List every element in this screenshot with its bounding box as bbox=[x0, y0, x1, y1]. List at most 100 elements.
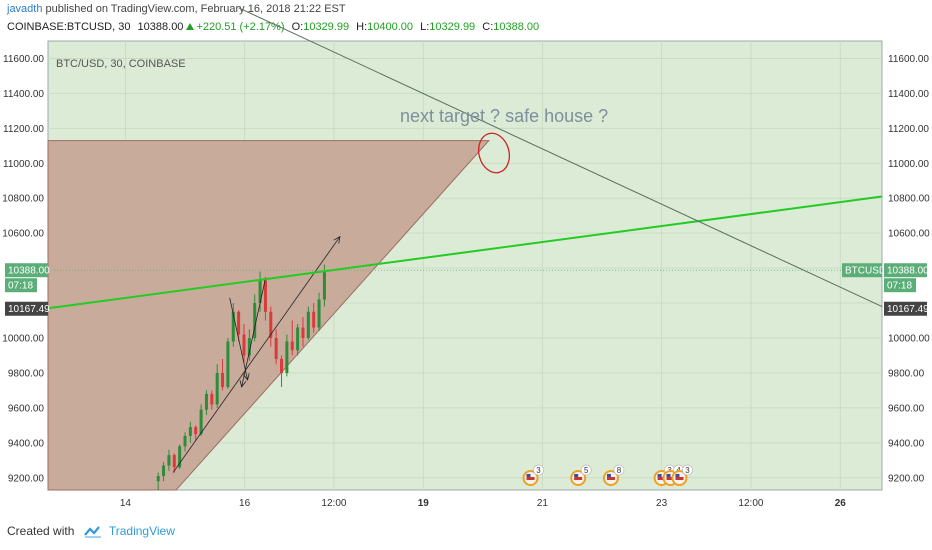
candle-body bbox=[322, 270, 326, 300]
event-count-badge bbox=[613, 464, 625, 476]
y-axis-label-right: 10000.00 bbox=[888, 334, 930, 345]
countdown-label-right: 07:18 bbox=[887, 281, 912, 292]
candle-body bbox=[226, 341, 230, 387]
level-badge-right bbox=[884, 301, 927, 316]
candle-body bbox=[183, 435, 187, 447]
target-circle bbox=[477, 132, 511, 174]
countdown-badge-left bbox=[5, 278, 37, 293]
event-flag-stripe bbox=[526, 477, 535, 480]
tradingview-link[interactable]: TradingView bbox=[108, 524, 175, 538]
event-count-badge bbox=[682, 464, 693, 476]
drawn-arrow bbox=[172, 236, 341, 473]
candle-body bbox=[263, 280, 267, 312]
candle-body bbox=[306, 311, 310, 339]
candle-body bbox=[290, 341, 294, 351]
y-axis-label-right: 9200.00 bbox=[888, 473, 925, 484]
y-axis-label-left: 11000.00 bbox=[3, 159, 44, 170]
candle-body bbox=[210, 393, 214, 405]
last-price-badge-right bbox=[884, 263, 927, 278]
y-axis-label-right: 9800.00 bbox=[888, 368, 925, 379]
high-value: 10400.00 bbox=[367, 21, 414, 33]
last-price-label-right: 10388.00 bbox=[887, 266, 929, 277]
x-axis-label: 23 bbox=[656, 498, 668, 509]
event-flag-stripe bbox=[606, 477, 615, 480]
open-label: O: bbox=[291, 21, 304, 33]
last-price-badge-left bbox=[5, 263, 48, 278]
open-value: 10329.99 bbox=[303, 21, 350, 33]
event-flag-stripe bbox=[666, 477, 675, 480]
high-label: H: bbox=[356, 21, 368, 33]
candle-body bbox=[221, 372, 225, 387]
up-arrow-icon bbox=[186, 23, 195, 30]
candle-body bbox=[301, 327, 305, 339]
candle-body bbox=[204, 393, 208, 410]
annotation-text: next target ? safe house ? bbox=[400, 106, 608, 126]
y-axis-label-right: 11200.00 bbox=[888, 124, 929, 135]
publish-info: javadth published on TradingView.com, Fe… bbox=[7, 3, 346, 15]
candle-body bbox=[312, 311, 316, 328]
low-label: L: bbox=[420, 21, 430, 33]
publish-text: published on TradingView.com, February 1… bbox=[45, 3, 346, 15]
candle-body bbox=[156, 476, 160, 482]
y-axis-label-left: 10600.00 bbox=[2, 229, 44, 240]
drawn-arrow-head bbox=[333, 235, 341, 244]
y-axis-label-left: 9600.00 bbox=[8, 403, 45, 414]
symbol-label-right: BTCUSD bbox=[845, 266, 886, 277]
chart-watermark: BTC/USD, 30, COINBASE bbox=[56, 58, 186, 70]
y-axis-label-right: 11000.00 bbox=[888, 159, 929, 170]
candle-body bbox=[285, 341, 289, 373]
green-trendline bbox=[47, 195, 883, 310]
candle-body bbox=[237, 311, 241, 335]
level-badge-left bbox=[5, 301, 48, 316]
candle-body bbox=[215, 372, 219, 405]
author-link[interactable]: javadth bbox=[7, 3, 43, 15]
y-axis-label-left: 9200.00 bbox=[8, 473, 45, 484]
low-value: 10329.99 bbox=[429, 21, 476, 33]
event-count-badge bbox=[580, 464, 592, 476]
drawn-arrow bbox=[229, 297, 248, 381]
y-axis-label-right: 11400.00 bbox=[888, 89, 929, 100]
candle-body bbox=[194, 427, 198, 435]
y-axis-label-left: 10000.00 bbox=[2, 334, 44, 345]
candle-body bbox=[317, 299, 321, 328]
close-value: 10388.00 bbox=[493, 21, 540, 33]
drawn-arrow-head bbox=[239, 380, 247, 388]
event-flag-stripe bbox=[657, 477, 666, 480]
countdown-badge-right bbox=[884, 278, 916, 293]
symbol-legend: COINBASE:BTCUSD, 30 10388.00 +220.51 (+2.… bbox=[7, 21, 539, 33]
x-axis-label: 19 bbox=[418, 498, 430, 509]
candle-body bbox=[280, 358, 284, 373]
close-label: C: bbox=[482, 21, 494, 33]
y-axis-label-left: 9800.00 bbox=[8, 368, 45, 379]
last-price: 10388.00 bbox=[137, 21, 184, 33]
candle-body bbox=[188, 427, 192, 436]
gray-trendline bbox=[238, 7, 883, 308]
level-label-right: 10167.49 bbox=[887, 304, 929, 315]
candle-body bbox=[172, 455, 176, 468]
event-count: 5 bbox=[584, 466, 589, 475]
candle-body bbox=[247, 338, 251, 356]
footer: Created with TradingView bbox=[7, 524, 175, 538]
level-label-left: 10167.49 bbox=[8, 304, 50, 315]
y-axis-label-right: 9400.00 bbox=[888, 438, 925, 449]
event-count-badge bbox=[533, 464, 544, 476]
x-axis-label: 21 bbox=[537, 498, 549, 509]
event-flag-stripe bbox=[574, 477, 583, 480]
y-axis-label-left: 11400.00 bbox=[3, 89, 44, 100]
candle-body bbox=[178, 446, 182, 468]
event-flag-canton bbox=[657, 474, 662, 477]
candle-body bbox=[296, 327, 300, 351]
y-axis-label-right: 10600.00 bbox=[888, 229, 930, 240]
candle-body bbox=[167, 455, 171, 466]
y-axis-label-left: 11600.00 bbox=[3, 54, 44, 65]
x-axis-label: 12:00 bbox=[738, 498, 763, 509]
event-count: 3 bbox=[685, 466, 690, 475]
drawn-arrow bbox=[241, 278, 266, 388]
candle-body bbox=[162, 465, 166, 477]
last-price-label-left: 10388.00 bbox=[8, 266, 50, 277]
event-count: 8 bbox=[617, 466, 622, 475]
event-flag-canton bbox=[666, 474, 671, 477]
candle-body bbox=[253, 303, 257, 339]
created-with-text: Created with bbox=[7, 524, 75, 538]
